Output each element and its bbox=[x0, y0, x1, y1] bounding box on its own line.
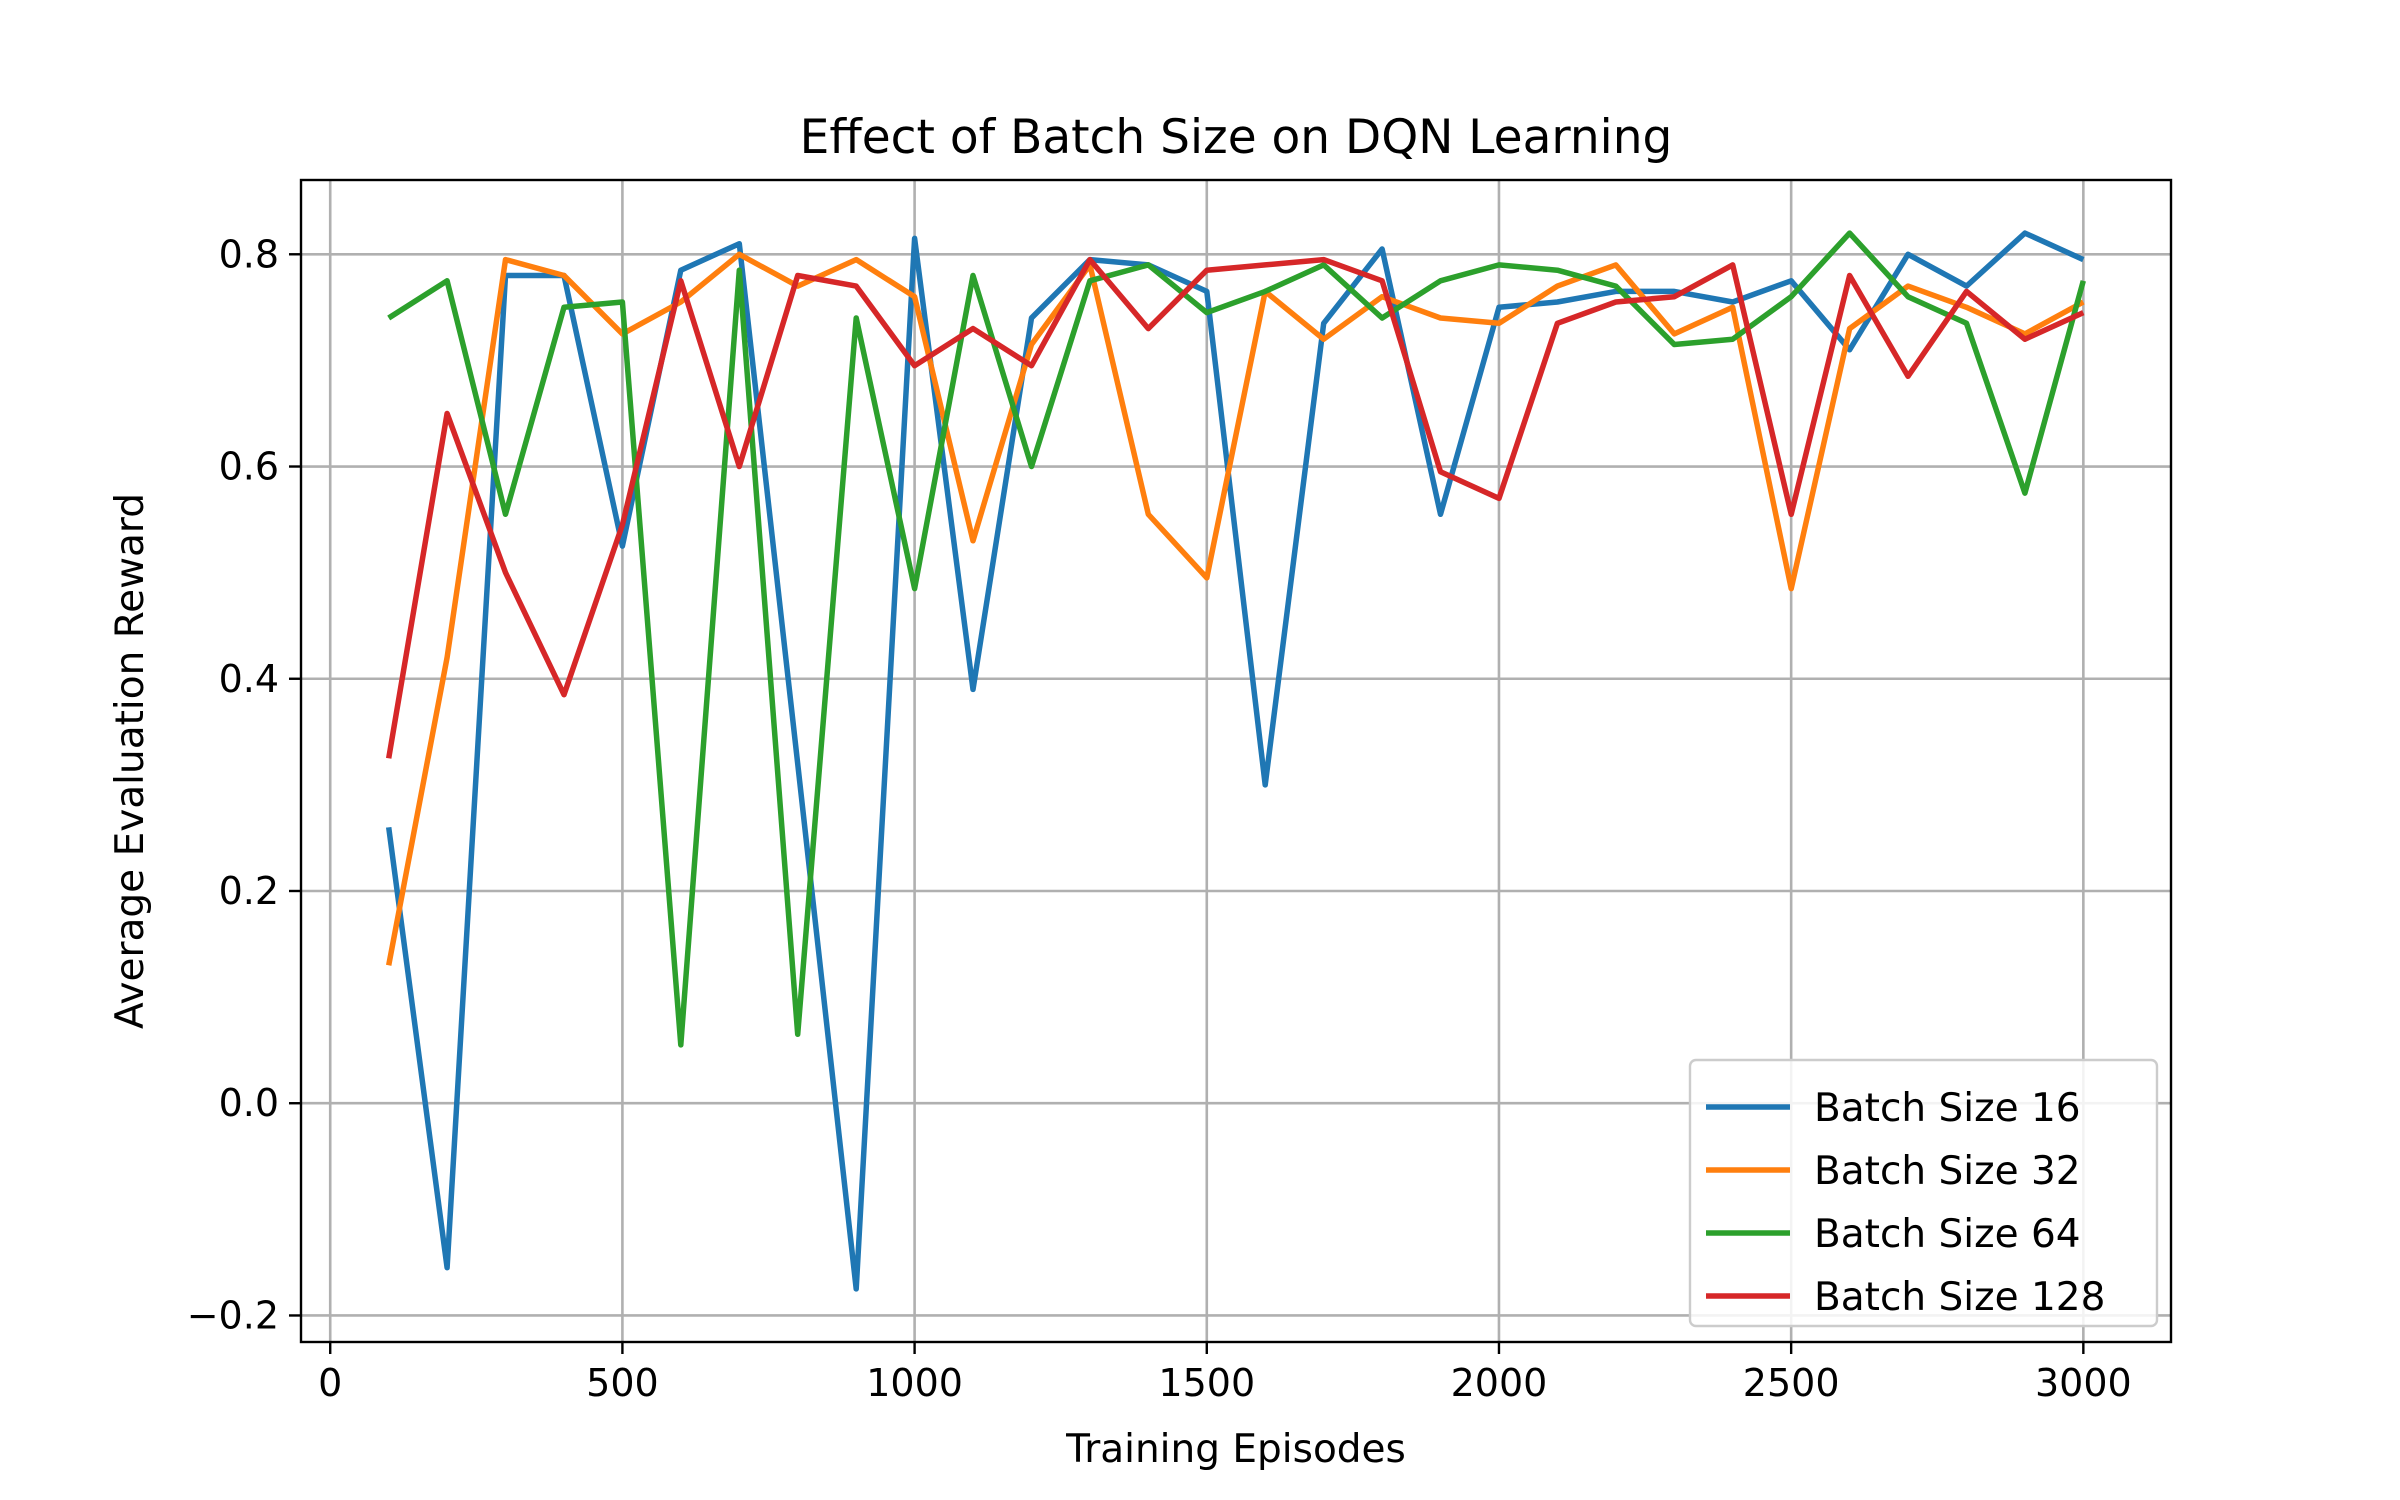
x-tick-label: 2000 bbox=[1451, 1361, 1548, 1405]
grid bbox=[301, 180, 2171, 1342]
y-tick-label: 0.4 bbox=[219, 657, 279, 701]
x-tick-label: 3000 bbox=[2035, 1361, 2132, 1405]
x-axis-label: Training Episodes bbox=[1065, 1427, 1406, 1472]
y-tick-label: 0.2 bbox=[219, 869, 279, 913]
x-tick-label: 500 bbox=[586, 1361, 659, 1405]
series-line-batch-128 bbox=[385, 256, 2085, 759]
legend-label: Batch Size 16 bbox=[1814, 1086, 2081, 1131]
axis-ticks: 0 500 1000 1500 2000 2500 3000 −0.2 0.0 0.2 0.4 0.6… bbox=[187, 232, 2132, 1405]
y-tick-label: −0.2 bbox=[187, 1293, 279, 1337]
legend: Batch Size 16 Batch Size 32 Batch Size 64 B… bbox=[1688, 1058, 2159, 1328]
plot-area-frame bbox=[299, 178, 2173, 1344]
series-lines bbox=[385, 230, 2086, 1292]
legend-label: Batch Size 32 bbox=[1814, 1149, 2081, 1194]
legend-label: Batch Size 128 bbox=[1814, 1275, 2105, 1320]
y-tick-label: 0.6 bbox=[219, 445, 279, 489]
x-tick-label: 0 bbox=[318, 1361, 342, 1405]
legend-label: Batch Size 64 bbox=[1814, 1212, 2081, 1257]
y-tick-label: 0.0 bbox=[219, 1081, 279, 1125]
legend-box bbox=[1688, 1058, 2159, 1328]
chart-title: Effect of Batch Size on DQN Learning bbox=[800, 110, 1673, 165]
x-tick-label: 2500 bbox=[1743, 1361, 1840, 1405]
y-tick-label: 0.8 bbox=[219, 232, 279, 276]
series-line-batch-32 bbox=[385, 251, 2085, 966]
x-tick-label: 1500 bbox=[1158, 1361, 1255, 1405]
y-axis-label: Average Evaluation Reward bbox=[108, 493, 153, 1029]
series-line-batch-64 bbox=[387, 230, 2086, 1048]
x-tick-label: 1000 bbox=[866, 1361, 963, 1405]
